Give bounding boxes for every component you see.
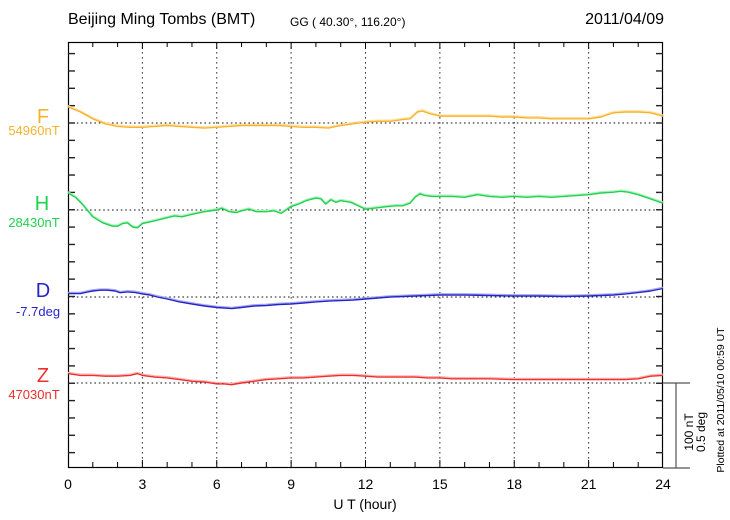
channel-label-F: F	[36, 106, 50, 128]
channel-baseline-F: 54960nT	[8, 123, 60, 138]
x-tick-label-12: 12	[357, 476, 374, 492]
x-tick-label-9: 9	[287, 476, 296, 492]
x-tick-label-3: 3	[138, 476, 147, 492]
series-F-curve	[67, 106, 664, 129]
series-Z-halo	[67, 371, 664, 384]
scalebar-deg-label: 0.5 deg	[694, 411, 708, 453]
plotted-at-note: Plotted at 2011/05/10 00:59 UT	[715, 327, 727, 473]
channel-label-D: D	[35, 280, 51, 302]
channel-label-H: H	[34, 193, 50, 215]
channel-label-Z: Z	[36, 365, 50, 387]
x-tick-label-6: 6	[212, 476, 221, 492]
series-D-halo	[68, 286, 664, 308]
x-axis-title: U T (hour)	[333, 496, 397, 512]
x-tick-label-18: 18	[506, 476, 523, 492]
channel-baseline-Z: 47030nT	[8, 387, 60, 402]
x-tick-label-24: 24	[655, 476, 671, 492]
x-tick-label-15: 15	[432, 476, 448, 492]
plot-date: 2011/04/09	[585, 11, 664, 28]
series-H-halo	[67, 189, 664, 228]
plot-frame	[67, 41, 664, 469]
channel-baseline-D: -7.7deg	[15, 304, 61, 319]
series-F-halo	[67, 104, 664, 128]
station-title: Beijing Ming Tombs (BMT)	[68, 11, 256, 28]
x-tick-label-21: 21	[580, 476, 597, 492]
series-D-curve	[68, 287, 664, 310]
station-coordinates: GG ( 40.30°, 116.20°)	[290, 15, 406, 29]
series-Z-curve	[67, 372, 664, 386]
channel-baseline-H: 28430nT	[8, 215, 60, 230]
series-H-curve	[67, 190, 664, 229]
x-tick-label-0: 0	[64, 476, 72, 492]
